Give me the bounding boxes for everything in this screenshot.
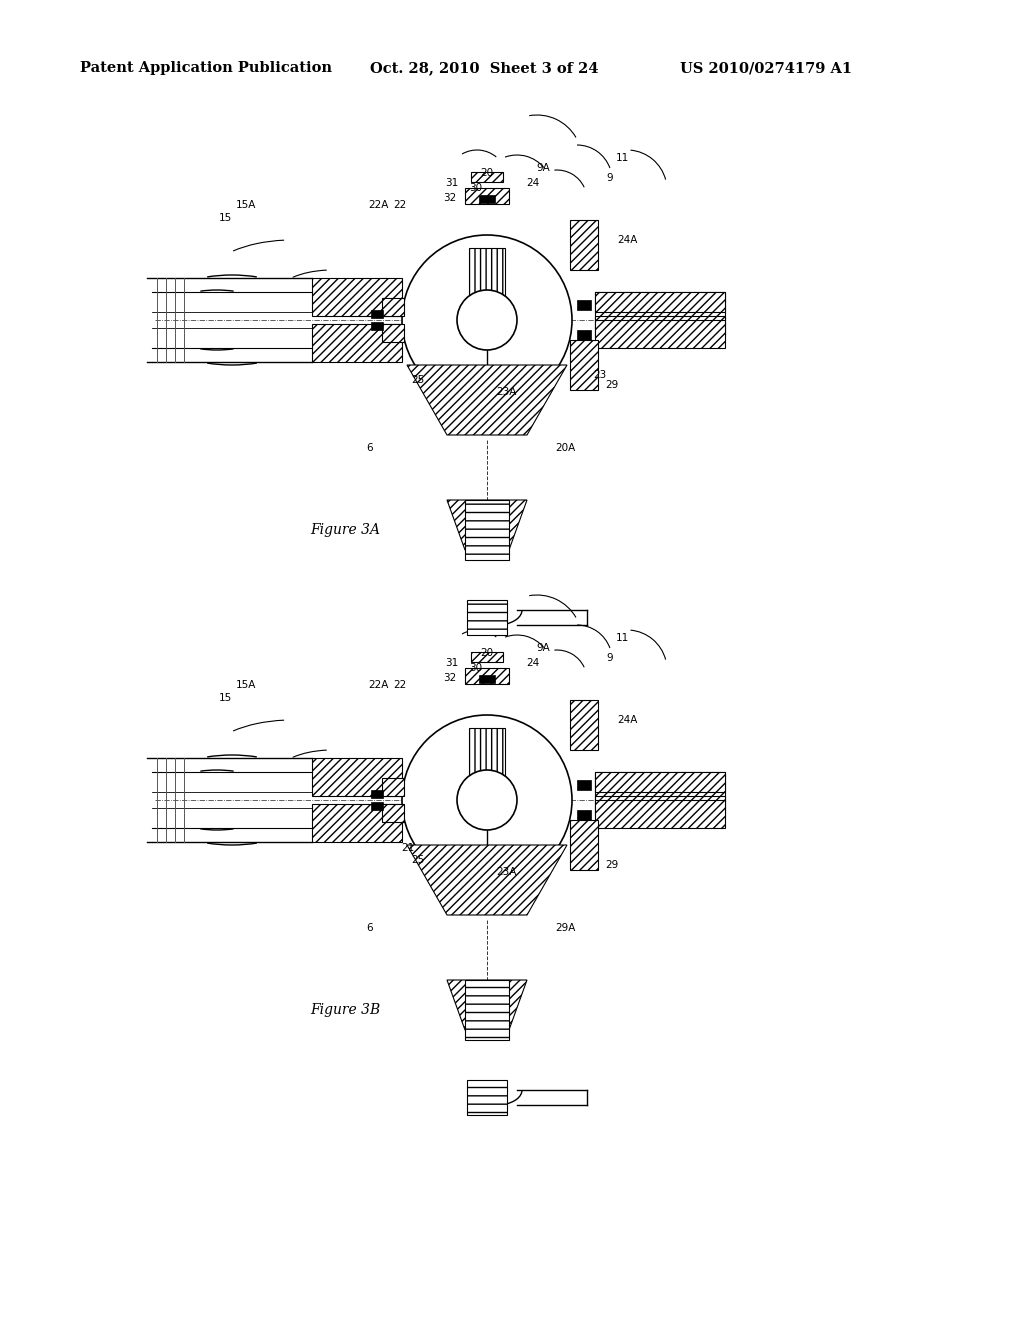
Text: 24: 24 bbox=[526, 657, 540, 668]
Bar bbox=[465, 187, 509, 205]
Text: 9: 9 bbox=[606, 173, 613, 183]
Text: 11: 11 bbox=[615, 153, 629, 162]
Text: 25: 25 bbox=[412, 375, 425, 385]
Polygon shape bbox=[407, 366, 567, 436]
Circle shape bbox=[457, 770, 517, 830]
Text: 25: 25 bbox=[412, 855, 425, 865]
Text: 22A: 22A bbox=[368, 680, 388, 690]
Text: 23A: 23A bbox=[496, 867, 516, 876]
Text: 21: 21 bbox=[401, 843, 415, 853]
Bar bbox=[469, 729, 505, 788]
Text: 20: 20 bbox=[480, 168, 494, 178]
Bar bbox=[467, 1080, 507, 1115]
Bar bbox=[471, 652, 503, 663]
Text: 6: 6 bbox=[367, 923, 374, 933]
Text: 29: 29 bbox=[605, 380, 618, 389]
Text: 24A: 24A bbox=[616, 235, 637, 246]
Text: 9: 9 bbox=[606, 653, 613, 663]
Bar bbox=[465, 668, 509, 684]
Text: 15A: 15A bbox=[236, 201, 256, 210]
Bar bbox=[479, 675, 495, 682]
Bar bbox=[570, 220, 598, 271]
Text: 22: 22 bbox=[393, 680, 407, 690]
Bar bbox=[595, 772, 725, 800]
Bar bbox=[595, 796, 725, 816]
Bar bbox=[577, 780, 591, 789]
Bar bbox=[371, 322, 383, 330]
Text: 29A: 29A bbox=[555, 923, 575, 933]
Bar bbox=[595, 319, 725, 348]
Bar bbox=[577, 810, 591, 820]
Bar bbox=[467, 601, 507, 635]
Text: 24A: 24A bbox=[616, 715, 637, 725]
Bar bbox=[471, 172, 503, 182]
Text: 6: 6 bbox=[367, 444, 374, 453]
Text: 30: 30 bbox=[469, 663, 482, 673]
Bar bbox=[595, 292, 725, 312]
Bar bbox=[312, 279, 402, 315]
Bar bbox=[312, 323, 402, 362]
Bar bbox=[595, 292, 725, 319]
Text: Patent Application Publication: Patent Application Publication bbox=[80, 61, 332, 75]
Bar bbox=[382, 323, 404, 342]
Text: 24: 24 bbox=[526, 178, 540, 187]
Text: 23A: 23A bbox=[496, 387, 516, 397]
Bar bbox=[465, 979, 509, 1040]
Text: 15A: 15A bbox=[236, 680, 256, 690]
Bar bbox=[570, 820, 598, 870]
Text: 22: 22 bbox=[393, 201, 407, 210]
Bar bbox=[382, 804, 404, 822]
Text: Figure 3B: Figure 3B bbox=[310, 1003, 380, 1016]
Text: 30: 30 bbox=[469, 183, 482, 193]
Text: 23: 23 bbox=[593, 370, 606, 380]
Text: 32: 32 bbox=[443, 193, 457, 203]
Text: 9A: 9A bbox=[537, 643, 550, 653]
Text: 20: 20 bbox=[480, 648, 494, 657]
Bar bbox=[312, 804, 402, 842]
Bar bbox=[371, 803, 383, 810]
Polygon shape bbox=[407, 845, 567, 915]
Polygon shape bbox=[447, 500, 527, 550]
Circle shape bbox=[402, 715, 572, 884]
Text: 31: 31 bbox=[445, 657, 459, 668]
Text: 31: 31 bbox=[445, 178, 459, 187]
Text: 11: 11 bbox=[615, 634, 629, 643]
Bar bbox=[371, 789, 383, 799]
Bar bbox=[312, 758, 402, 796]
Bar bbox=[382, 298, 404, 315]
Circle shape bbox=[402, 235, 572, 405]
Bar bbox=[595, 772, 725, 792]
Text: 15: 15 bbox=[218, 213, 231, 223]
Bar bbox=[595, 800, 725, 828]
Text: 32: 32 bbox=[443, 673, 457, 682]
Circle shape bbox=[457, 290, 517, 350]
Bar bbox=[479, 195, 495, 203]
Text: 20A: 20A bbox=[555, 444, 575, 453]
Text: 29: 29 bbox=[605, 861, 618, 870]
Text: 9A: 9A bbox=[537, 162, 550, 173]
Bar bbox=[465, 500, 509, 560]
Bar bbox=[382, 777, 404, 796]
Bar bbox=[570, 700, 598, 750]
Text: 15: 15 bbox=[218, 693, 231, 704]
Bar bbox=[577, 300, 591, 310]
Polygon shape bbox=[447, 979, 527, 1030]
Text: Oct. 28, 2010  Sheet 3 of 24: Oct. 28, 2010 Sheet 3 of 24 bbox=[370, 61, 598, 75]
Text: US 2010/0274179 A1: US 2010/0274179 A1 bbox=[680, 61, 852, 75]
Bar bbox=[371, 310, 383, 318]
Bar bbox=[469, 248, 505, 308]
Text: Figure 3A: Figure 3A bbox=[310, 523, 380, 537]
Bar bbox=[577, 330, 591, 341]
Bar bbox=[570, 341, 598, 389]
Text: 22A: 22A bbox=[368, 201, 388, 210]
Bar bbox=[595, 315, 725, 337]
